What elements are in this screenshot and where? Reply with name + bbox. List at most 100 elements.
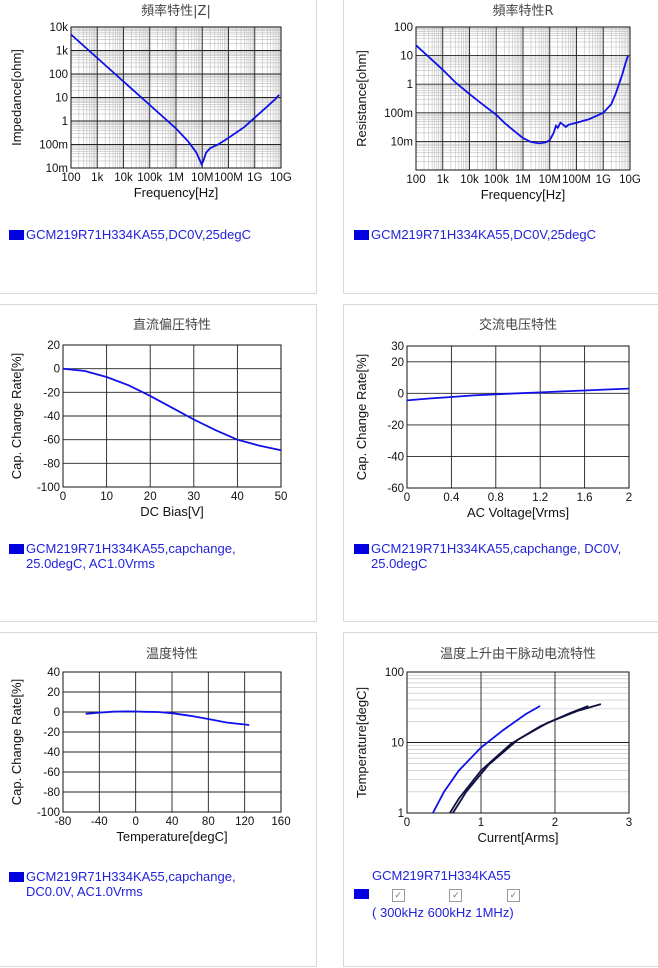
legend-label: GCM219R71H334KA55,capchange, bbox=[26, 869, 236, 884]
legend-swatch bbox=[9, 872, 24, 882]
x-tick-label: 100M bbox=[562, 174, 591, 186]
x-tick-label: 3 bbox=[626, 817, 632, 829]
x-axis-label: Frequency[Hz] bbox=[134, 185, 219, 200]
x-axis-label: Temperature[degC] bbox=[116, 829, 227, 844]
ripple-legend-checks[interactable]: ✓ ✓ ✓ bbox=[354, 886, 523, 902]
x-tick-label: 100 bbox=[406, 174, 425, 186]
plot-frame bbox=[406, 671, 630, 814]
ripple-legend-title: GCM219R71H334KA55 bbox=[372, 868, 511, 883]
x-tick-label: 2 bbox=[626, 492, 632, 504]
y-axis-label: Temperature[degC] bbox=[354, 687, 369, 798]
chart-body: 頻率特性R 100 1k 10k 100k 1M 10M 100M 1G 10G 10m 100m 1 1… bbox=[354, 3, 641, 202]
y-tick-label: 20 bbox=[47, 687, 60, 699]
x-tick-label: -80 bbox=[55, 816, 72, 828]
legend-swatch bbox=[354, 230, 369, 240]
x-tick-label: 1M bbox=[168, 172, 184, 184]
checkbox-1mhz[interactable]: ✓ bbox=[506, 889, 520, 902]
x-axis-label: Current[Arms] bbox=[478, 830, 559, 845]
freq-label-300khz: 300kHz bbox=[379, 905, 425, 920]
y-tick-label: 100 bbox=[394, 22, 413, 34]
x-tick-label: 1G bbox=[247, 172, 262, 184]
y-tick-label: 10m bbox=[46, 163, 68, 175]
chart-title: 頻率特性R bbox=[492, 3, 553, 19]
legend-swatch bbox=[354, 544, 369, 554]
legend-label: GCM219R71H334KA55,capchange, bbox=[26, 541, 236, 556]
x-tick-label: 1k bbox=[91, 172, 103, 184]
y-axis-label: Resistance[ohm] bbox=[354, 50, 369, 147]
y-tick-label: 1 bbox=[407, 79, 413, 91]
legend-label: GCM219R71H334KA55,DC0V,25degC bbox=[26, 227, 251, 242]
checkbox-600khz[interactable]: ✓ bbox=[449, 889, 463, 902]
impedance-panel: 頻率特性|Z| 100 1k 10k 100k 1M 10M 100M 1G 10G 10m 100m… bbox=[0, 0, 317, 294]
x-tick-label: 1k bbox=[437, 174, 449, 186]
chart-body: 頻率特性|Z| 100 1k 10k 100k 1M 10M 100M 1G 10G 10m 100m… bbox=[9, 3, 292, 200]
plot-frame bbox=[415, 26, 631, 171]
y-tick-label: 1k bbox=[56, 46, 68, 58]
y-tick-label: 1 bbox=[398, 808, 404, 820]
x-tick-label: 40 bbox=[231, 491, 244, 503]
series-line bbox=[432, 705, 541, 814]
temperature-legend[interactable]: GCM219R71H334KA55,capchange, DC0.0V, AC1… bbox=[9, 869, 236, 899]
x-tick-label: 160 bbox=[271, 816, 290, 828]
resistance-legend[interactable]: GCM219R71H334KA55,DC0V,25degC bbox=[354, 227, 596, 242]
dc-bias-legend[interactable]: GCM219R71H334KA55,capchange, 25.0degC, A… bbox=[9, 541, 236, 571]
ac-voltage-panel: 交流电压特性 0 0.4 0.8 1.2 1.6 2 -60 -40 -20 0 20 30 AC Vol… bbox=[343, 304, 658, 622]
resistance-panel: 頻率特性R 100 1k 10k 100k 1M 10M 100M 1G 10G 10m 100m 1 1… bbox=[343, 0, 658, 294]
freq-label-600khz: 600kHz bbox=[427, 905, 472, 920]
x-tick-label: -40 bbox=[91, 816, 108, 828]
ripple-current-panel: 温度上升由干脉动电流特性 0 1 2 3 1 10 100 Current[Arms] Tempe… bbox=[343, 632, 658, 967]
y-tick-label: 0 bbox=[54, 707, 60, 719]
x-tick-label: 1 bbox=[478, 817, 484, 829]
y-tick-label: 10 bbox=[55, 93, 68, 105]
x-tick-label: 10M bbox=[191, 172, 213, 184]
x-tick-label: 10G bbox=[270, 172, 292, 184]
y-tick-label: 30 bbox=[391, 341, 404, 353]
x-tick-label: 1.6 bbox=[577, 492, 593, 504]
x-tick-label: 100M bbox=[214, 172, 243, 184]
y-tick-label: 1 bbox=[62, 116, 68, 128]
y-tick-label: 100m bbox=[384, 108, 413, 120]
impedance-chart: 頻率特性|Z| 100 1k 10k 100k 1M 10M 100M 1G 10G 10m 100m… bbox=[9, 3, 292, 200]
checkbox-300khz[interactable]: ✓ bbox=[391, 889, 405, 902]
y-tick-label: -20 bbox=[387, 420, 404, 432]
chart-body: 交流电压特性 0 0.4 0.8 1.2 1.6 2 -60 -40 -20 0 20 30 AC Vol… bbox=[354, 317, 632, 520]
chart-title: 頻率特性|Z| bbox=[141, 3, 211, 19]
freq-label-1mhz: 1MHz bbox=[475, 905, 510, 920]
chart-title: 直流偏圧特性 bbox=[133, 318, 211, 333]
plot-frame bbox=[70, 26, 282, 169]
legend-label-line2: DC0.0V, AC1.0Vrms bbox=[26, 884, 143, 899]
ac-voltage-legend[interactable]: GCM219R71H334KA55,capchange, DC0V, 25.0d… bbox=[354, 541, 621, 571]
y-tick-label: -40 bbox=[43, 747, 60, 759]
x-tick-label: 0 bbox=[132, 816, 138, 828]
y-tick-label: 10m bbox=[391, 136, 413, 148]
plot-frame bbox=[406, 345, 630, 489]
paren-open: ( bbox=[372, 905, 377, 920]
y-tick-label: -40 bbox=[387, 451, 404, 463]
y-tick-label: 10k bbox=[49, 22, 68, 34]
y-tick-label: -20 bbox=[43, 727, 60, 739]
y-tick-label: -60 bbox=[43, 435, 60, 447]
series-line bbox=[62, 367, 282, 452]
impedance-legend[interactable]: GCM219R71H334KA55,DC0V,25degC bbox=[9, 227, 251, 242]
y-tick-label: 100 bbox=[385, 667, 404, 679]
y-tick-label: -60 bbox=[43, 767, 60, 779]
x-tick-label: 0 bbox=[60, 491, 66, 503]
y-axis-label: Impedance[ohm] bbox=[9, 49, 24, 146]
plot-frame bbox=[62, 671, 282, 813]
x-tick-label: 10k bbox=[460, 174, 479, 186]
x-tick-label: 0.4 bbox=[443, 492, 460, 504]
series-line bbox=[70, 33, 280, 167]
x-tick-label: 2 bbox=[552, 817, 558, 829]
x-axis-label: DC Bias[V] bbox=[140, 504, 204, 519]
dc-bias-panel: 直流偏圧特性 0 10 20 30 40 50 -100 -80 -60 -40 -20 0 20 DC B… bbox=[0, 304, 317, 622]
y-axis-label: Cap. Change Rate[%] bbox=[354, 354, 369, 480]
y-tick-label: -100 bbox=[37, 807, 60, 819]
y-tick-label: 10 bbox=[391, 738, 404, 750]
series-line bbox=[452, 703, 602, 814]
legend-label: GCM219R71H334KA55,capchange, DC0V, bbox=[371, 541, 622, 556]
x-tick-label: 30 bbox=[187, 491, 200, 503]
y-tick-label: 20 bbox=[47, 340, 60, 352]
